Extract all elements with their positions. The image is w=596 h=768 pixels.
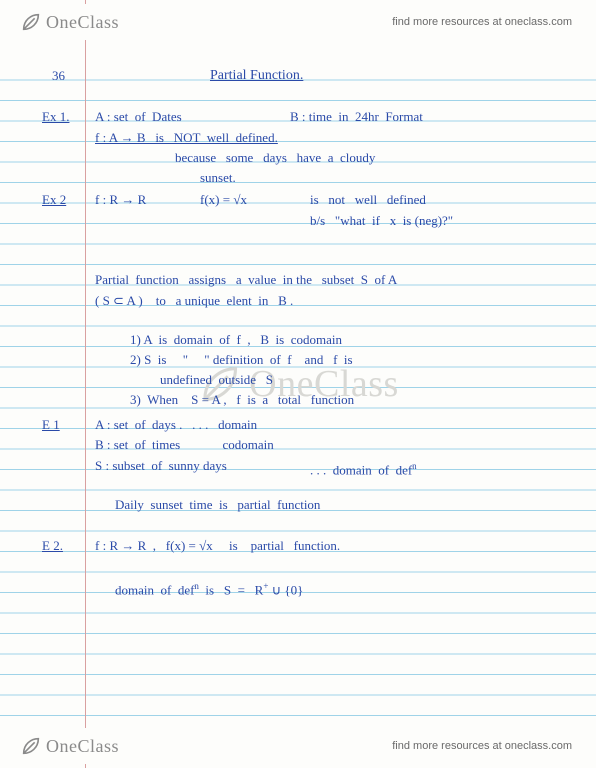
brand-name-2: Class — [78, 736, 120, 756]
ex1-line4: sunset. — [200, 168, 236, 188]
leaf-icon — [20, 735, 42, 757]
e2-line1: f : R → R , f(x) = √x is partial functio… — [95, 536, 340, 556]
ex2-line1b: f(x) = √x — [200, 190, 247, 210]
ex1-line1a: A : set of Dates — [95, 107, 182, 127]
e1-line1: A : set of days . . . . domain — [95, 415, 257, 435]
e1-line3b: . . . domain of defn — [310, 456, 417, 480]
page-number: 36 — [52, 68, 65, 84]
def-item2a: 2) S is " " definition of f and f is — [130, 350, 353, 370]
brand-logo-top: OneClass — [20, 11, 119, 33]
def-line1: Partial function assigns a value in the … — [95, 270, 397, 290]
brand-name-1: One — [46, 12, 78, 32]
e2-label: E 2. — [42, 536, 63, 556]
brand-name-2: Class — [78, 12, 120, 32]
brand-name-1: One — [46, 736, 78, 756]
ex2-label: Ex 2 — [42, 190, 66, 210]
header-bar: OneClass find more resources at oneclass… — [0, 4, 596, 40]
page-title: Partial Function. — [210, 68, 303, 84]
e1-concl: Daily sunset time is partial function — [115, 495, 320, 515]
def-item3: 3) When S = A , f is a total function — [130, 390, 354, 410]
e1-label: E 1 — [42, 415, 60, 435]
notebook-paper: OneClass OneClass find more resources at… — [0, 0, 596, 768]
e2-line2: domain of defn is S = R+ ∪ {0} — [115, 576, 303, 600]
brand-logo-bottom: OneClass — [20, 735, 119, 757]
ex1-label: Ex 1. — [42, 107, 69, 127]
def-item1: 1) A is domain of f , B is codomain — [130, 330, 342, 350]
ex2-line1a: f : R → R — [95, 190, 146, 210]
margin-line — [85, 0, 86, 768]
ex1-line2: f : A → B is NOT well defined. — [95, 128, 278, 148]
ex1-line1b: B : time in 24hr Format — [290, 107, 423, 127]
e1-line3a: S : subset of sunny days — [95, 456, 227, 476]
ex2-line2: b/s "what if x is (neg)?" — [310, 211, 453, 231]
def-item2b: undefined outside S — [160, 370, 273, 390]
tagline-link-top[interactable]: find more resources at oneclass.com — [392, 16, 572, 28]
def-line2: ( S ⊂ A ) to a unique elent in B . — [95, 291, 293, 311]
e1-line2: B : set of times codomain — [95, 435, 274, 455]
ex2-line1c: is not well defined — [310, 190, 426, 210]
leaf-icon — [20, 11, 42, 33]
footer-bar: OneClass find more resources at oneclass… — [0, 728, 596, 764]
ex1-line3: because some days have a cloudy — [175, 148, 375, 168]
tagline-link-bottom[interactable]: find more resources at oneclass.com — [392, 740, 572, 752]
